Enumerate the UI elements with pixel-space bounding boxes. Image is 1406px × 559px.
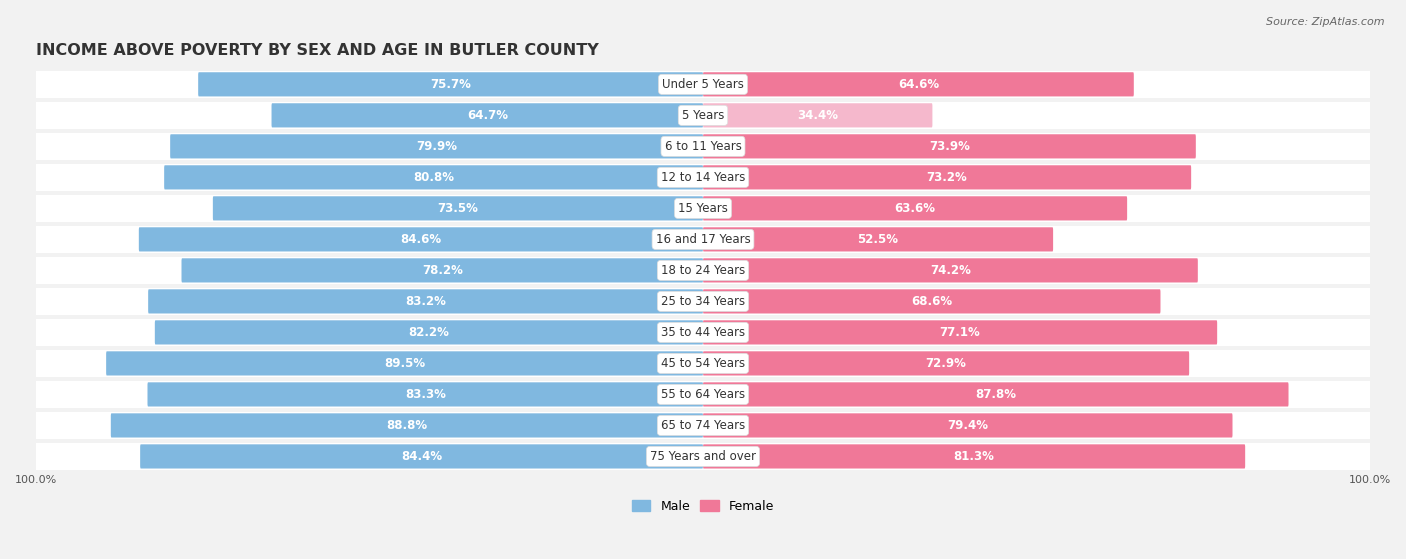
FancyBboxPatch shape (141, 444, 703, 468)
Text: 15 Years: 15 Years (678, 202, 728, 215)
Text: Source: ZipAtlas.com: Source: ZipAtlas.com (1267, 17, 1385, 27)
Text: 25 to 34 Years: 25 to 34 Years (661, 295, 745, 308)
FancyBboxPatch shape (703, 444, 1246, 468)
Text: 55 to 64 Years: 55 to 64 Years (661, 388, 745, 401)
FancyBboxPatch shape (165, 165, 703, 190)
Text: 79.4%: 79.4% (948, 419, 988, 432)
Bar (37, 288, 1369, 315)
Text: 68.6%: 68.6% (911, 295, 952, 308)
Text: 84.4%: 84.4% (401, 450, 441, 463)
Text: 83.3%: 83.3% (405, 388, 446, 401)
Text: 52.5%: 52.5% (858, 233, 898, 246)
Text: 6 to 11 Years: 6 to 11 Years (665, 140, 741, 153)
Text: 65 to 74 Years: 65 to 74 Years (661, 419, 745, 432)
FancyBboxPatch shape (198, 72, 703, 97)
Bar (37, 257, 1369, 284)
FancyBboxPatch shape (181, 258, 703, 282)
Text: 45 to 54 Years: 45 to 54 Years (661, 357, 745, 370)
FancyBboxPatch shape (212, 196, 703, 220)
Text: 79.9%: 79.9% (416, 140, 457, 153)
FancyBboxPatch shape (703, 382, 1288, 406)
FancyBboxPatch shape (703, 196, 1128, 220)
Text: 73.9%: 73.9% (929, 140, 970, 153)
Text: 72.9%: 72.9% (925, 357, 966, 370)
Text: 63.6%: 63.6% (894, 202, 935, 215)
FancyBboxPatch shape (703, 103, 932, 127)
FancyBboxPatch shape (703, 290, 1160, 314)
FancyBboxPatch shape (703, 165, 1191, 190)
Text: 73.2%: 73.2% (927, 171, 967, 184)
Text: 89.5%: 89.5% (384, 357, 425, 370)
Bar (37, 350, 1369, 377)
Text: 88.8%: 88.8% (387, 419, 427, 432)
Bar (37, 132, 1369, 160)
FancyBboxPatch shape (271, 103, 703, 127)
Text: 87.8%: 87.8% (976, 388, 1017, 401)
Legend: Male, Female: Male, Female (627, 495, 779, 518)
Text: 5 Years: 5 Years (682, 109, 724, 122)
Text: 80.8%: 80.8% (413, 171, 454, 184)
Text: 16 and 17 Years: 16 and 17 Years (655, 233, 751, 246)
Bar (37, 226, 1369, 253)
Text: 77.1%: 77.1% (939, 326, 980, 339)
Text: 83.2%: 83.2% (405, 295, 446, 308)
Bar (37, 164, 1369, 191)
Text: 73.5%: 73.5% (437, 202, 478, 215)
Text: 78.2%: 78.2% (422, 264, 463, 277)
Bar (37, 70, 1369, 98)
Text: 35 to 44 Years: 35 to 44 Years (661, 326, 745, 339)
Bar (37, 443, 1369, 470)
Text: 34.4%: 34.4% (797, 109, 838, 122)
FancyBboxPatch shape (111, 413, 703, 438)
Text: 18 to 24 Years: 18 to 24 Years (661, 264, 745, 277)
FancyBboxPatch shape (703, 134, 1197, 158)
Bar (37, 412, 1369, 439)
FancyBboxPatch shape (703, 258, 1198, 282)
Text: INCOME ABOVE POVERTY BY SEX AND AGE IN BUTLER COUNTY: INCOME ABOVE POVERTY BY SEX AND AGE IN B… (37, 43, 599, 58)
FancyBboxPatch shape (703, 320, 1218, 344)
Text: 12 to 14 Years: 12 to 14 Years (661, 171, 745, 184)
FancyBboxPatch shape (148, 382, 703, 406)
FancyBboxPatch shape (703, 351, 1189, 376)
FancyBboxPatch shape (139, 228, 703, 252)
Text: 74.2%: 74.2% (929, 264, 972, 277)
FancyBboxPatch shape (155, 320, 703, 344)
FancyBboxPatch shape (703, 228, 1053, 252)
FancyBboxPatch shape (170, 134, 703, 158)
Bar (37, 381, 1369, 408)
Text: 75 Years and over: 75 Years and over (650, 450, 756, 463)
Text: 75.7%: 75.7% (430, 78, 471, 91)
Text: Under 5 Years: Under 5 Years (662, 78, 744, 91)
Text: 81.3%: 81.3% (953, 450, 994, 463)
FancyBboxPatch shape (703, 413, 1233, 438)
Text: 82.2%: 82.2% (409, 326, 450, 339)
FancyBboxPatch shape (148, 290, 703, 314)
FancyBboxPatch shape (105, 351, 703, 376)
Text: 64.6%: 64.6% (898, 78, 939, 91)
Bar (37, 319, 1369, 346)
Bar (37, 195, 1369, 222)
FancyBboxPatch shape (703, 72, 1133, 97)
Text: 64.7%: 64.7% (467, 109, 508, 122)
Text: 84.6%: 84.6% (401, 233, 441, 246)
Bar (37, 102, 1369, 129)
